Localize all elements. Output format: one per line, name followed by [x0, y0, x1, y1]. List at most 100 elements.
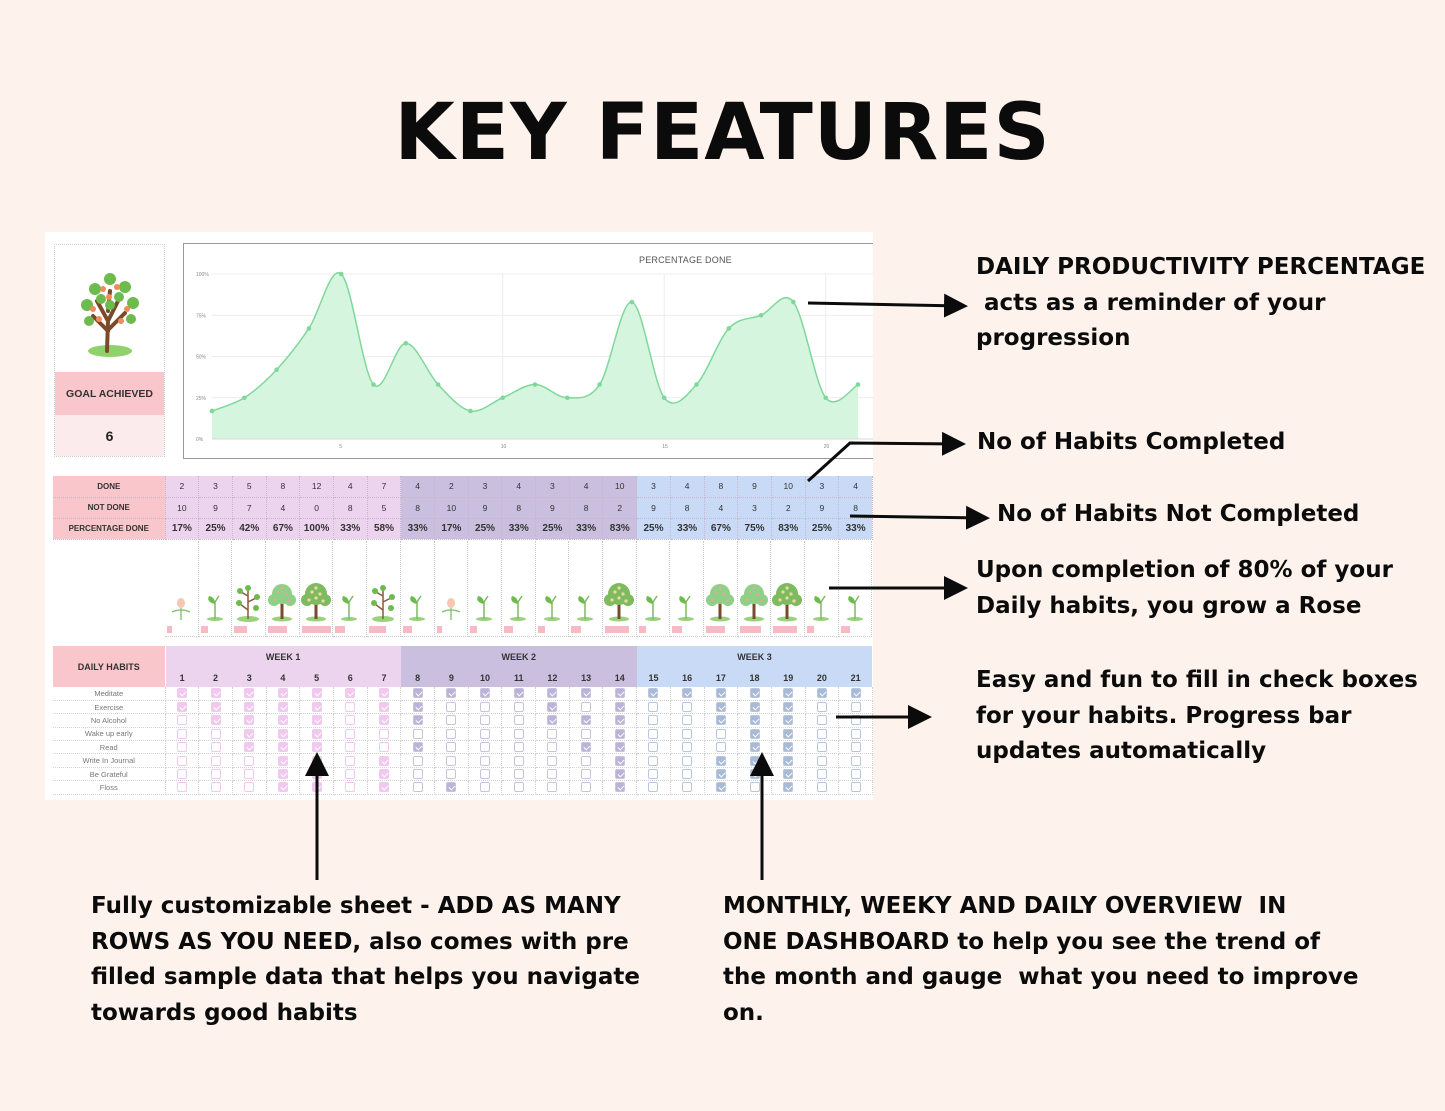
habit-checkbox[interactable] [480, 782, 491, 793]
habit-checkbox[interactable] [648, 728, 659, 739]
habit-checkbox[interactable] [210, 702, 221, 713]
habit-checkbox[interactable] [244, 688, 255, 699]
habit-checkbox[interactable] [480, 728, 491, 739]
habit-checkbox[interactable] [176, 742, 187, 753]
habit-checkbox[interactable] [614, 742, 625, 753]
habit-checkbox[interactable] [446, 782, 457, 793]
habit-checkbox[interactable] [715, 702, 726, 713]
habit-checkbox[interactable] [581, 715, 592, 726]
habit-checkbox[interactable] [277, 688, 288, 699]
habit-checkbox[interactable] [244, 782, 255, 793]
habit-checkbox[interactable] [682, 702, 693, 713]
habit-checkbox[interactable] [648, 755, 659, 766]
habit-checkbox[interactable] [783, 742, 794, 753]
habit-checkbox[interactable] [446, 702, 457, 713]
habit-checkbox[interactable] [210, 782, 221, 793]
habit-checkbox[interactable] [244, 715, 255, 726]
habit-checkbox[interactable] [749, 742, 760, 753]
habit-checkbox[interactable] [345, 688, 356, 699]
habit-checkbox[interactable] [210, 715, 221, 726]
habit-checkbox[interactable] [345, 702, 356, 713]
habit-checkbox[interactable] [277, 755, 288, 766]
habit-checkbox[interactable] [682, 715, 693, 726]
habit-checkbox[interactable] [480, 742, 491, 753]
habit-checkbox[interactable] [513, 742, 524, 753]
habit-checkbox[interactable] [816, 742, 827, 753]
habit-checkbox[interactable] [816, 769, 827, 780]
habit-checkbox[interactable] [614, 769, 625, 780]
habit-checkbox[interactable] [682, 769, 693, 780]
habit-checkbox[interactable] [749, 782, 760, 793]
habit-checkbox[interactable] [311, 715, 322, 726]
habit-checkbox[interactable] [176, 715, 187, 726]
habit-checkbox[interactable] [210, 755, 221, 766]
habit-checkbox[interactable] [581, 702, 592, 713]
habit-checkbox[interactable] [378, 715, 389, 726]
habit-checkbox[interactable] [378, 782, 389, 793]
habit-checkbox[interactable] [547, 688, 558, 699]
habit-checkbox[interactable] [581, 728, 592, 739]
habit-checkbox[interactable] [648, 702, 659, 713]
habit-checkbox[interactable] [749, 715, 760, 726]
habit-checkbox[interactable] [244, 742, 255, 753]
habit-checkbox[interactable] [513, 755, 524, 766]
habit-checkbox[interactable] [547, 742, 558, 753]
habit-checkbox[interactable] [244, 755, 255, 766]
habit-checkbox[interactable] [682, 742, 693, 753]
habit-checkbox[interactable] [850, 688, 861, 699]
habit-checkbox[interactable] [513, 702, 524, 713]
habit-checkbox[interactable] [513, 782, 524, 793]
habit-checkbox[interactable] [378, 755, 389, 766]
habit-checkbox[interactable] [480, 688, 491, 699]
habit-checkbox[interactable] [345, 715, 356, 726]
habit-checkbox[interactable] [513, 715, 524, 726]
habit-checkbox[interactable] [311, 742, 322, 753]
habit-checkbox[interactable] [210, 769, 221, 780]
habit-checkbox[interactable] [547, 769, 558, 780]
habit-checkbox[interactable] [783, 755, 794, 766]
habit-checkbox[interactable] [176, 755, 187, 766]
habit-checkbox[interactable] [547, 715, 558, 726]
habit-checkbox[interactable] [850, 782, 861, 793]
habit-checkbox[interactable] [715, 728, 726, 739]
habit-checkbox[interactable] [244, 728, 255, 739]
habit-checkbox[interactable] [378, 688, 389, 699]
habit-checkbox[interactable] [378, 702, 389, 713]
habit-checkbox[interactable] [783, 715, 794, 726]
habit-checkbox[interactable] [480, 702, 491, 713]
habit-checkbox[interactable] [210, 742, 221, 753]
habit-checkbox[interactable] [277, 769, 288, 780]
habit-checkbox[interactable] [614, 755, 625, 766]
habit-checkbox[interactable] [682, 688, 693, 699]
habit-checkbox[interactable] [547, 782, 558, 793]
habit-checkbox[interactable] [513, 688, 524, 699]
habit-checkbox[interactable] [581, 769, 592, 780]
habit-checkbox[interactable] [277, 702, 288, 713]
habit-checkbox[interactable] [412, 688, 423, 699]
habit-checkbox[interactable] [277, 728, 288, 739]
habit-checkbox[interactable] [749, 728, 760, 739]
habit-checkbox[interactable] [715, 755, 726, 766]
habit-checkbox[interactable] [446, 688, 457, 699]
habit-checkbox[interactable] [614, 782, 625, 793]
habit-checkbox[interactable] [412, 715, 423, 726]
habit-checkbox[interactable] [614, 715, 625, 726]
habit-checkbox[interactable] [446, 742, 457, 753]
habit-checkbox[interactable] [480, 755, 491, 766]
habit-checkbox[interactable] [176, 782, 187, 793]
habit-checkbox[interactable] [446, 755, 457, 766]
habit-checkbox[interactable] [715, 688, 726, 699]
habit-checkbox[interactable] [816, 782, 827, 793]
habit-checkbox[interactable] [850, 755, 861, 766]
habit-checkbox[interactable] [581, 742, 592, 753]
habit-checkbox[interactable] [648, 769, 659, 780]
habit-checkbox[interactable] [277, 715, 288, 726]
habit-checkbox[interactable] [480, 769, 491, 780]
habit-checkbox[interactable] [648, 715, 659, 726]
habit-checkbox[interactable] [715, 742, 726, 753]
habit-checkbox[interactable] [648, 688, 659, 699]
habit-checkbox[interactable] [816, 728, 827, 739]
habit-checkbox[interactable] [783, 702, 794, 713]
habit-checkbox[interactable] [412, 728, 423, 739]
habit-checkbox[interactable] [412, 782, 423, 793]
